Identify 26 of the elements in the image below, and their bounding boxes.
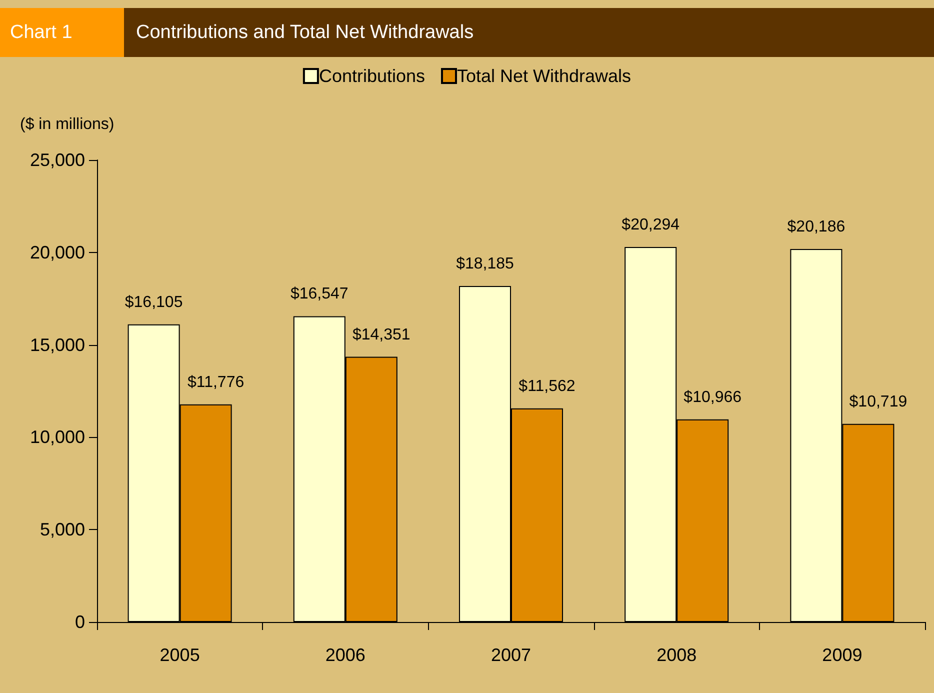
x-tick-label: 2008 <box>656 645 697 665</box>
y-tick-label: 15,000 <box>30 334 85 355</box>
caption: Chart 1 <box>0 8 124 57</box>
data-label: $11,562 <box>518 378 576 395</box>
y-tick-label: 10,000 <box>30 427 85 448</box>
data-label: $16,547 <box>290 286 348 303</box>
y-axis-title: ($ in millions) <box>20 116 114 134</box>
data-label: $20,186 <box>787 218 846 236</box>
data-label: $10,719 <box>849 393 908 410</box>
legend-label: Contributions <box>318 66 426 86</box>
y-tick-label: 0 <box>74 612 85 632</box>
x-tick-label: 2009 <box>822 645 862 665</box>
chart-title: Contributions and Total Net Withdrawals <box>136 21 474 45</box>
y-tick-label: 20,000 <box>30 242 85 262</box>
data-label: $11,776 <box>187 374 244 391</box>
data-label: $16,105 <box>124 294 183 311</box>
y-tick-label: 5,000 <box>40 520 85 540</box>
y-tick-label: 25,000 <box>30 150 85 170</box>
data-label: $18,185 <box>456 255 514 272</box>
x-tick-label: 2007 <box>490 645 532 665</box>
data-label: $10,966 <box>684 388 742 406</box>
data-label: $20,294 <box>622 216 680 234</box>
x-tick-label: 2006 <box>325 645 366 665</box>
x-tick-label: 2005 <box>160 645 200 665</box>
data-label: $14,351 <box>352 326 410 344</box>
legend-label: Total Net Withdrawals <box>457 66 632 86</box>
